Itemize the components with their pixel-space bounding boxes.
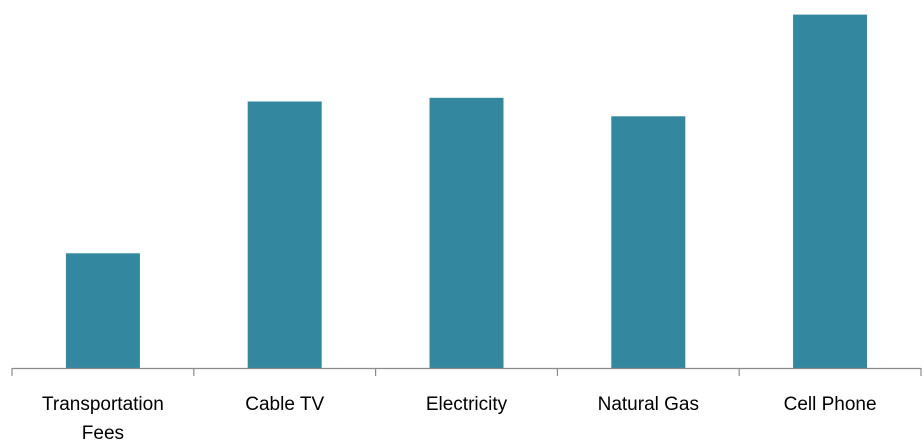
x-tick-label-transportation-fees: Transportation Fees <box>42 394 164 444</box>
bar-natural-gas <box>611 116 686 368</box>
bar-electricity <box>429 97 504 369</box>
bar-cell-phone <box>793 14 868 368</box>
x-tick-label-cable-tv: Cable TV <box>245 394 324 415</box>
bar-transportation-fees <box>65 253 140 368</box>
x-tick-label-electricity: Electricity <box>426 394 508 415</box>
x-tick-label-natural-gas: Natural Gas <box>598 394 699 415</box>
bar-cable-tv <box>247 101 322 368</box>
x-tick-labels: Transportation Fees Cable TV Electricity Nat… <box>42 394 877 444</box>
x-axis <box>11 367 922 376</box>
bars-layer <box>65 14 868 369</box>
x-tick-label-cell-phone: Cell Phone <box>784 394 877 415</box>
